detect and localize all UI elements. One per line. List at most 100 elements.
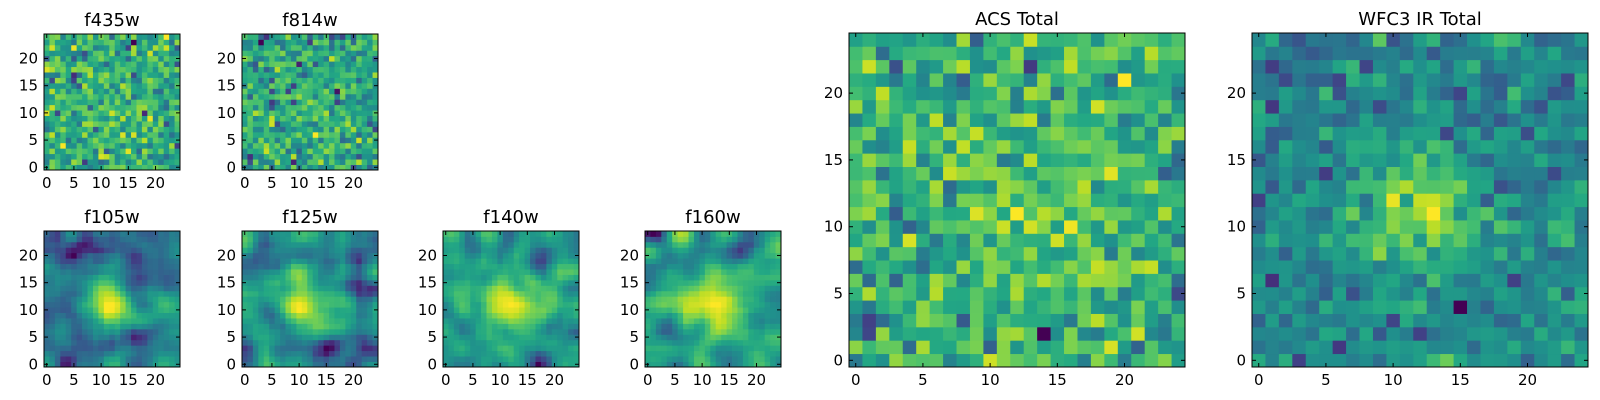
heatmap-cell (247, 263, 254, 270)
heatmap-cell (486, 323, 493, 330)
heatmap-cell (345, 345, 352, 352)
heatmap-cell (274, 312, 281, 319)
heatmap-cell (263, 137, 270, 144)
heatmap-cell (269, 66, 276, 73)
heatmap-cell (258, 356, 265, 362)
heatmap-cell (929, 99, 944, 114)
heatmap-cell (152, 148, 159, 155)
heatmap-cell (699, 307, 706, 313)
heatmap-cell (546, 247, 553, 254)
x-tick-label: 15 (317, 174, 336, 192)
heatmap-cell (247, 44, 254, 51)
heatmap-cell (98, 142, 105, 149)
heatmap-cell (131, 164, 137, 171)
heatmap-cell (1117, 246, 1132, 261)
heatmap-cell (356, 361, 363, 368)
heatmap-cell (252, 263, 259, 270)
heatmap-cell (759, 247, 766, 254)
heatmap-cell (367, 110, 373, 116)
heatmap-cell (82, 312, 88, 319)
heatmap-cell (136, 77, 143, 84)
heatmap-cell (318, 34, 324, 40)
heatmap-cell (318, 66, 324, 73)
heatmap-cell (372, 50, 379, 57)
heatmap-cell (448, 285, 455, 292)
heatmap-cell (301, 148, 308, 155)
heatmap-cell (301, 137, 308, 144)
heatmap-cell (683, 318, 689, 324)
heatmap-cell (1359, 246, 1374, 261)
heatmap-cell (902, 33, 917, 47)
heatmap-cell (82, 252, 88, 259)
heatmap-cell (540, 258, 547, 265)
heatmap-cell (645, 269, 651, 275)
heatmap-cell (169, 126, 175, 133)
heatmap-cell (530, 350, 536, 357)
heatmap-cell (770, 318, 776, 324)
heatmap-cell (1050, 153, 1065, 167)
heatmap-cell (163, 323, 170, 330)
heatmap-cell (329, 350, 335, 357)
heatmap-cell (508, 263, 515, 270)
heatmap-cell (258, 126, 265, 133)
heatmap-cell (956, 353, 971, 368)
heatmap-cell (307, 323, 314, 330)
heatmap-cell (459, 334, 466, 341)
heatmap-cell (1023, 73, 1038, 87)
heatmap-cell (318, 328, 324, 335)
heatmap-cell (60, 159, 67, 165)
heatmap-cell (307, 72, 314, 78)
heatmap-cell (1158, 300, 1172, 314)
heatmap-cell (163, 93, 170, 100)
heatmap-cell (497, 247, 504, 254)
heatmap-cell (889, 273, 904, 288)
heatmap-cell (169, 334, 175, 341)
heatmap-cell (513, 301, 520, 308)
heatmap-cell (748, 274, 755, 281)
heatmap-cell (158, 318, 165, 324)
heatmap-cell (916, 233, 931, 248)
heatmap-cell (242, 328, 248, 335)
heatmap-cell (71, 274, 78, 281)
heatmap-cell (339, 164, 346, 171)
heatmap-cell (318, 99, 324, 106)
heatmap-cell (169, 285, 175, 292)
heatmap-cell (290, 137, 297, 144)
heatmap-cell (645, 323, 651, 330)
heatmap-cell (285, 159, 292, 165)
heatmap-cell (983, 260, 998, 274)
heatmap-cell (258, 82, 265, 89)
heatmap-cell (92, 104, 99, 111)
heatmap-cell (1158, 313, 1172, 328)
heatmap-cell (470, 279, 477, 286)
y-tick-label: 20 (620, 246, 639, 264)
heatmap-cell (710, 269, 717, 275)
heatmap-cell (312, 361, 319, 368)
heatmap-cell (318, 55, 324, 62)
heatmap-cell (147, 361, 154, 368)
heatmap-cell (1104, 353, 1119, 368)
heatmap-cell (361, 350, 368, 357)
heatmap-cell (1426, 300, 1441, 314)
heatmap-cell (258, 93, 265, 100)
heatmap-cell (301, 361, 308, 368)
heatmap-cell (983, 59, 998, 74)
heatmap-cell (307, 44, 314, 51)
heatmap-cell (131, 296, 137, 303)
heatmap-cell (1010, 260, 1025, 274)
heatmap-cell (459, 279, 466, 286)
heatmap-cell (1023, 206, 1038, 221)
heatmap-cell (453, 285, 460, 292)
heatmap-cell (98, 153, 105, 160)
heatmap-cell (87, 159, 94, 165)
heatmap-cell (345, 61, 352, 68)
heatmap-cell (943, 73, 957, 87)
heatmap-cell (1507, 193, 1522, 208)
heatmap-cell (1010, 113, 1025, 127)
heatmap-cell (661, 231, 668, 237)
heatmap-cell (742, 263, 749, 270)
heatmap-cell (258, 142, 265, 149)
heatmap-cell (742, 279, 749, 286)
heatmap-cell (573, 258, 580, 265)
heatmap-cell (568, 312, 574, 319)
